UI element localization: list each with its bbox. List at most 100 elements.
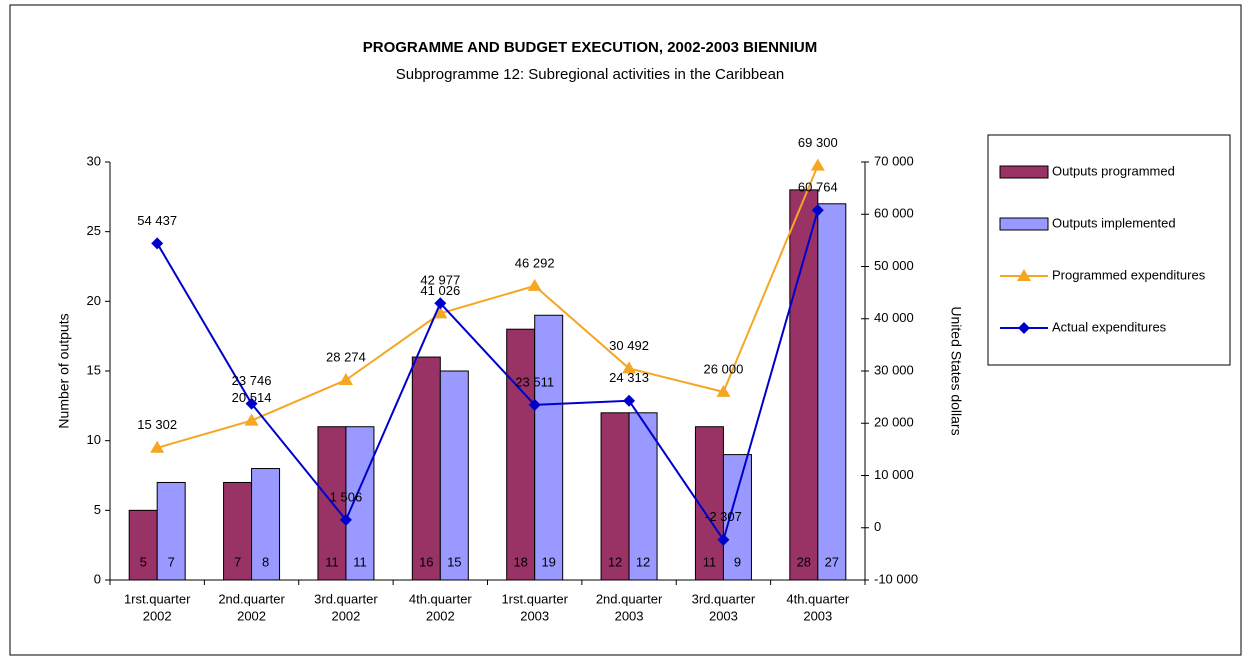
bar [128, 509, 158, 581]
line-marker [528, 398, 541, 411]
line-value-label: 20 514 [232, 390, 272, 405]
y-axis-title: Number of outputs [56, 313, 72, 428]
bar-value-label: 7 [234, 554, 241, 569]
line-value-label: 1 506 [330, 489, 363, 504]
bar [694, 426, 724, 581]
line-marker [150, 440, 165, 453]
bar [251, 468, 281, 581]
x-tick-label: 2002 [331, 608, 360, 623]
bar-value-label: 11 [703, 554, 717, 569]
x-tick-label: 2002 [143, 608, 172, 623]
line-marker [527, 278, 542, 291]
line-value-label: 54 437 [137, 213, 177, 228]
y2-axis-title: United States dollars [948, 306, 964, 435]
y-tick-label: 20 [87, 293, 101, 308]
y-tick-label: 15 [87, 362, 101, 377]
line-value-label: 15 302 [137, 417, 177, 432]
bar-value-label: 19 [541, 554, 555, 569]
line [156, 165, 819, 449]
y2-tick-label: 10 000 [874, 467, 914, 482]
x-tick-label: 2nd.quarter [218, 591, 285, 606]
y-tick-label: 30 [87, 153, 101, 168]
x-tick-label: 3rd.quarter [692, 591, 756, 606]
line-value-label: 42 977 [420, 273, 460, 288]
x-tick-label: 1rst.quarter [124, 591, 191, 606]
legend-marker [1017, 269, 1031, 281]
bar-value-label: 16 [419, 554, 433, 569]
bar [506, 328, 536, 581]
legend-label: Outputs implemented [1052, 215, 1176, 230]
line-marker [338, 373, 353, 386]
x-tick-label: 4th.quarter [409, 591, 473, 606]
bar [317, 426, 347, 581]
chart-title: PROGRAMME AND BUDGET EXECUTION, 2002-200… [363, 39, 818, 56]
bar-value-label: 7 [168, 554, 175, 569]
bar-value-label: 8 [262, 554, 269, 569]
bar-value-label: 18 [513, 554, 527, 569]
bar [817, 203, 847, 581]
bar-value-label: 12 [608, 554, 622, 569]
chart-subtitle: Subprogramme 12: Subregional activities … [396, 66, 785, 83]
line-marker [244, 413, 259, 426]
y2-tick-label: 60 000 [874, 206, 914, 221]
bar-value-label: 11 [353, 554, 367, 569]
line-marker [339, 513, 352, 526]
y2-tick-label: 50 000 [874, 258, 914, 273]
legend-swatch [999, 217, 1049, 231]
line-value-label: 30 492 [609, 338, 649, 353]
line-marker [811, 204, 824, 217]
line-value-label: 69 300 [798, 135, 838, 150]
x-tick-label: 1rst.quarter [501, 591, 568, 606]
x-tick-label: 2003 [520, 608, 549, 623]
legend-label: Outputs programmed [1052, 163, 1175, 178]
bar [439, 370, 469, 581]
x-tick-label: 2nd.quarter [596, 591, 663, 606]
line-marker [245, 397, 258, 410]
bar [156, 481, 186, 581]
bar-value-label: 5 [140, 554, 147, 569]
line-marker [810, 158, 825, 171]
x-tick-label: 2003 [709, 608, 738, 623]
x-tick-label: 2003 [615, 608, 644, 623]
bar-value-label: 15 [447, 554, 461, 569]
line [156, 209, 819, 543]
bar-value-label: 27 [825, 554, 839, 569]
x-tick-label: 2002 [237, 608, 266, 623]
line-value-label: 41 026 [420, 283, 460, 298]
bar [600, 412, 630, 581]
line-marker [623, 394, 636, 407]
x-tick-label: 3rd.quarter [314, 591, 378, 606]
y-tick-label: 0 [94, 571, 101, 586]
line-value-label: 23 511 [515, 374, 554, 389]
line-value-label: 28 274 [326, 349, 366, 364]
x-tick-label: 2002 [426, 608, 455, 623]
bar-value-label: 28 [797, 554, 811, 569]
y2-tick-label: 20 000 [874, 415, 914, 430]
line-marker [716, 384, 731, 397]
line-value-label: 46 292 [515, 255, 555, 270]
bar-value-label: 11 [325, 554, 339, 569]
x-tick-label: 2003 [803, 608, 832, 623]
y-tick-label: 10 [87, 432, 101, 447]
line-marker [434, 297, 447, 310]
legend-label: Actual expenditures [1052, 319, 1167, 334]
y2-tick-label: 0 [874, 519, 881, 534]
line-marker [433, 306, 448, 319]
bar [628, 412, 658, 581]
y2-tick-label: 40 000 [874, 310, 914, 325]
bar [345, 426, 375, 581]
y2-tick-label: 30 000 [874, 362, 914, 377]
bar [411, 356, 441, 581]
y-tick-label: 25 [87, 223, 101, 238]
bar [223, 481, 253, 581]
line-marker [717, 533, 730, 546]
bar-value-label: 12 [636, 554, 650, 569]
legend-label: Programmed expenditures [1052, 267, 1206, 282]
bar [534, 314, 564, 581]
line-value-label: 23 746 [232, 373, 272, 388]
legend-marker [1018, 322, 1030, 334]
line-value-label: 26 000 [704, 361, 744, 376]
line-value-label: 24 313 [609, 370, 649, 385]
line-marker [622, 361, 637, 374]
